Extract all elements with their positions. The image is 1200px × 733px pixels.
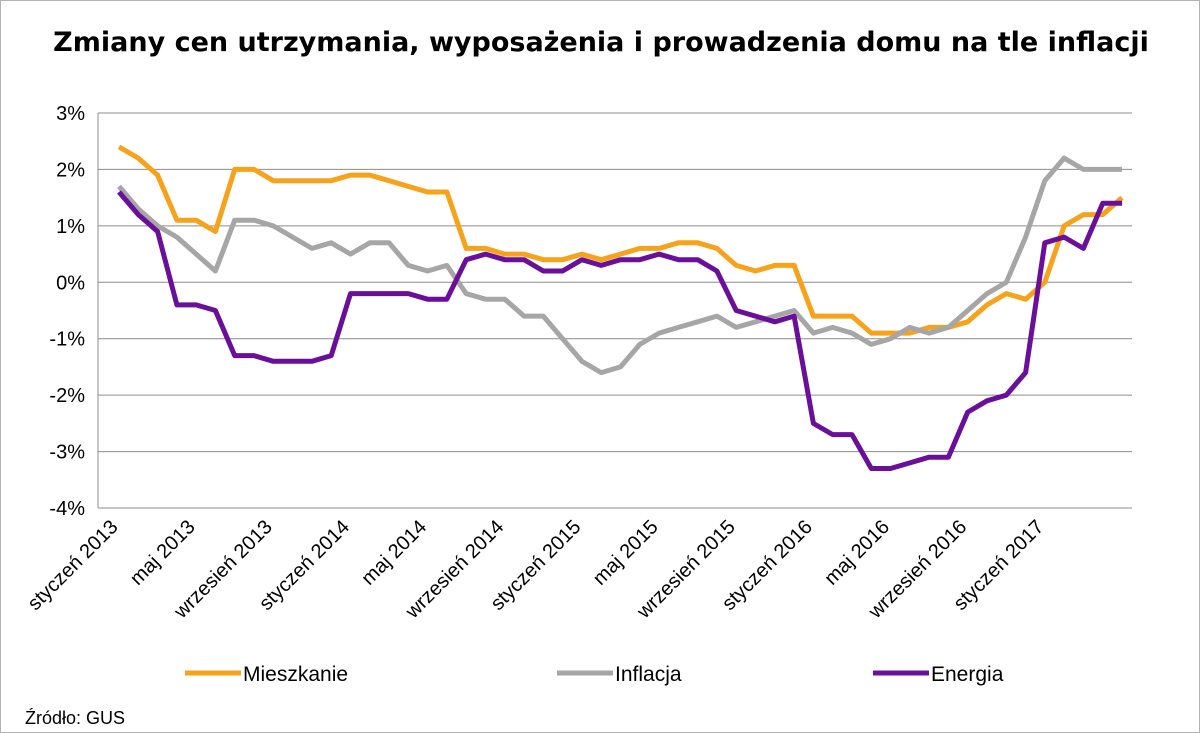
series-line-mieszkanie xyxy=(117,144,1124,336)
y-tick-label: 2% xyxy=(56,159,85,181)
legend-label-inflacja: Inflacja xyxy=(615,663,682,686)
x-tick-label: maj 2016 xyxy=(820,516,894,590)
y-tick-label: -1% xyxy=(49,329,85,351)
x-tick-label: styczeń 2013 xyxy=(24,516,123,615)
y-tick-label: -2% xyxy=(49,385,85,407)
x-tick-label: maj 2015 xyxy=(589,516,663,590)
y-tick-label: 1% xyxy=(56,216,85,238)
legend: Mieszkanie Inflacja Energia xyxy=(185,663,1004,686)
y-tick-label: 0% xyxy=(56,272,85,294)
y-tick-label: 3% xyxy=(56,103,85,125)
chart-title: Zmiany cen utrzymania, wyposażenia i pro… xyxy=(53,27,1149,58)
series-lines xyxy=(117,144,1124,471)
x-tick-label: maj 2013 xyxy=(126,516,200,590)
y-tick-label: -4% xyxy=(49,498,85,520)
legend-label-energia: Energia xyxy=(931,663,1004,686)
series-line-inflacja xyxy=(117,155,1122,376)
legend-label-mieszkanie: Mieszkanie xyxy=(243,663,348,686)
series-line-energia xyxy=(117,190,1122,471)
y-tick-label: -3% xyxy=(49,442,85,464)
source-note: Źródło: GUS xyxy=(25,708,126,728)
y-axis: 3% 2% 1% 0% -1% -2% -3% -4% xyxy=(49,103,99,520)
x-tick-label: maj 2014 xyxy=(357,516,431,590)
